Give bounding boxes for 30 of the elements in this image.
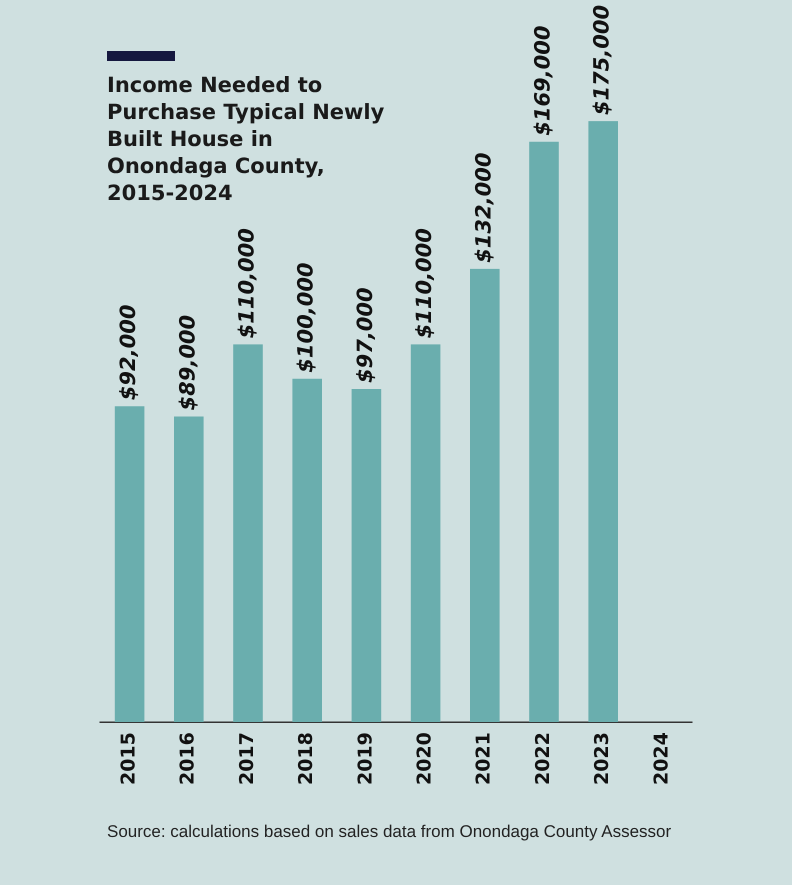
bar <box>410 344 440 722</box>
data-label: $100,000 <box>294 262 318 373</box>
x-tick-label: 2020 <box>414 732 436 786</box>
data-label: $92,000 <box>116 304 140 400</box>
data-label: $169,000 <box>530 26 554 136</box>
bar <box>292 378 322 722</box>
data-label: $97,000 <box>352 287 377 384</box>
bar <box>174 416 204 722</box>
bar <box>352 389 382 722</box>
bar <box>588 121 618 722</box>
data-label: $89,000 <box>175 314 200 410</box>
data-label: $132,000 <box>471 152 496 263</box>
x-tick-label: 2017 <box>236 732 258 786</box>
data-label: $110,000 <box>234 228 258 338</box>
bar <box>529 142 559 722</box>
x-tick-label: 2018 <box>295 732 318 786</box>
x-tick-label: 2024 <box>650 732 672 786</box>
data-label: $175,000 <box>590 4 614 116</box>
data-label: $110,000 <box>412 228 436 338</box>
source-note: Source: calculations based on sales data from Onondaga County Assessor <box>107 822 672 842</box>
x-tick-label: 2016 <box>176 732 199 786</box>
x-tick-label: 2022 <box>532 732 554 786</box>
bar <box>470 268 500 722</box>
x-tick-label: 2015 <box>118 732 140 786</box>
bar <box>233 344 263 722</box>
x-tick-label: 2023 <box>591 732 614 786</box>
x-tick-label: 2021 <box>472 732 495 786</box>
x-tick-label: 2019 <box>354 732 376 786</box>
bar <box>114 406 144 722</box>
chart-title: Income Needed to Purchase Typical Newly Built House in Onondaga County, 2015-2024 <box>107 72 386 207</box>
